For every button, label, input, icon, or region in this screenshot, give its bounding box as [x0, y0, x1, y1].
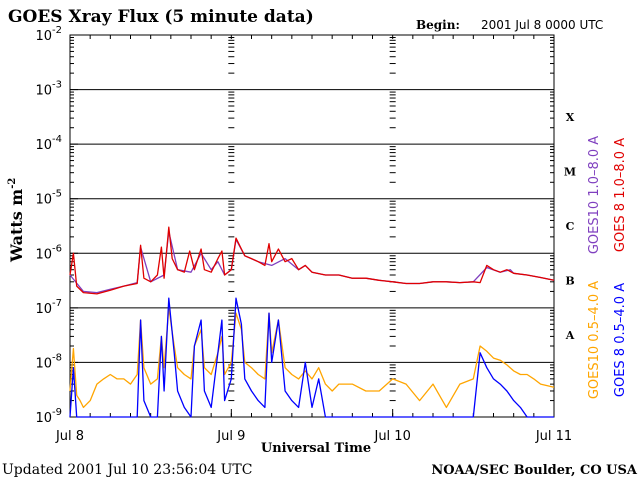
flare-class-labels: X M C B A — [564, 111, 576, 342]
y-axis-label: Watts m-2 — [7, 178, 26, 263]
y-tick-label: 10-8 — [35, 352, 62, 371]
credit-label: NOAA/SEC Boulder, CO USA — [431, 463, 638, 478]
grid-lines — [70, 89, 554, 363]
chart-title: GOES Xray Flux (5 minute data) — [8, 7, 314, 27]
y-axis-label-text: Watts m — [7, 189, 26, 263]
x-tick-label: Jul 10 — [373, 429, 410, 444]
begin-label: Begin: — [416, 18, 460, 32]
flare-class-label: X — [566, 111, 575, 124]
series-line — [69, 297, 554, 418]
y-tick-label: 10-6 — [35, 243, 62, 262]
y-tick-label: 10-4 — [35, 134, 62, 153]
y-tick-label: 10-2 — [35, 25, 62, 44]
begin-value: 2001 Jul 8 0000 UTC — [481, 18, 603, 32]
y-tick-label: 10-9 — [35, 407, 62, 426]
legend-entry: GOES 8 1.0–8.0 A — [613, 138, 628, 252]
updated-timestamp: Updated 2001 Jul 10 23:56:04 UTC — [2, 462, 252, 478]
legend-entry: GOES10 0.5–4.0 A — [587, 281, 602, 399]
x-tick-label: Jul 11 — [535, 429, 572, 444]
x-tick-label: Jul 9 — [216, 429, 245, 444]
flare-class-label: M — [564, 165, 576, 178]
flare-class-label: B — [565, 275, 574, 288]
flare-class-label: C — [566, 220, 575, 233]
y-tick-label: 10-7 — [35, 298, 62, 317]
x-axis-label: Universal Time — [261, 441, 371, 456]
legend: GOES10 1.0–8.0 A GOES 8 1.0–8.0 A GOES10 0… — [587, 136, 628, 399]
data-series — [69, 226, 555, 418]
legend-entry: GOES 8 0.5–4.0 A — [613, 283, 628, 397]
y-tick-labels: 10-9 10-8 10-7 10-6 10-5 10-4 10-3 10-2 — [35, 25, 62, 426]
series-line — [69, 307, 555, 409]
series-line — [69, 226, 555, 295]
y-axis-label-exponent: -2 — [7, 178, 18, 189]
x-tick-labels: Jul 8 Jul 9 Jul 10 Jul 11 — [55, 429, 572, 444]
legend-entry: GOES10 1.0–8.0 A — [587, 136, 602, 254]
y-tick-label: 10-3 — [35, 80, 62, 99]
minor-tick-marks — [69, 34, 555, 418]
y-tick-label: 10-5 — [35, 189, 62, 208]
flare-class-label: A — [565, 329, 575, 342]
x-tick-label: Jul 8 — [55, 429, 84, 444]
